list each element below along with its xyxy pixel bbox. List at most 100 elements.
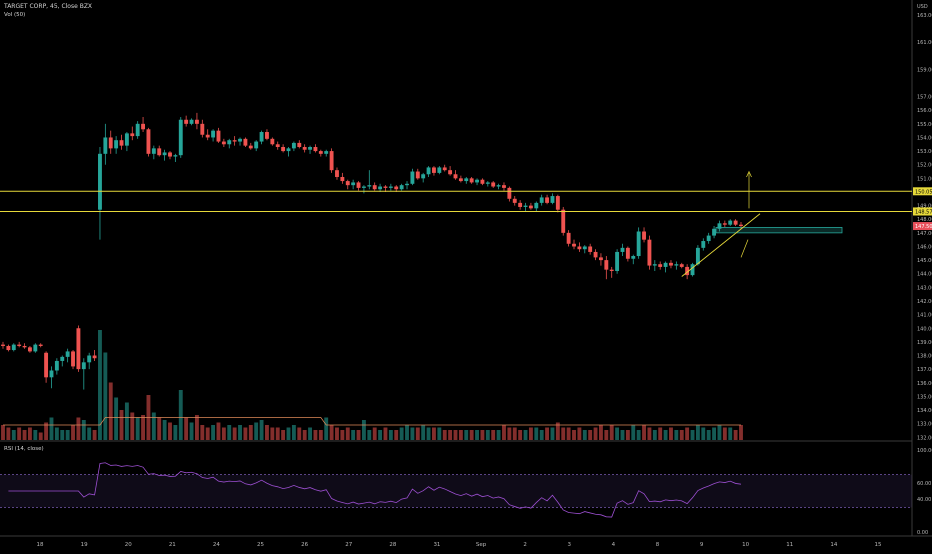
volume-bar [512,427,517,440]
volume-bar [388,430,393,440]
candle-body [130,133,135,137]
candle-body [275,144,280,148]
volume-bar [114,397,119,440]
candle-body [388,186,393,188]
volume-bar [545,427,550,440]
candle-body [248,145,253,149]
candle-body [308,147,312,150]
time-tick-label: 28 [389,542,396,548]
candle-body [706,235,711,242]
candle-body [335,170,339,177]
volume-bar [27,427,32,440]
volume-bar [437,427,442,440]
volume-bar [124,402,129,440]
volume-bar [227,425,232,440]
volume-bar [135,417,140,440]
volume-bar [141,415,145,440]
candle-body [394,186,399,190]
candle-body [124,133,129,146]
candle-body [523,205,528,207]
candle-body [297,142,302,148]
price-label-text: 148.57 [915,209,932,215]
candle-body [690,264,695,276]
rsi-band [0,474,912,508]
candle-body [604,260,609,270]
candle-body [238,138,242,142]
volume-bar [33,430,38,440]
volume-bar [383,427,388,440]
candle-body [588,246,593,252]
price-tick-label: 156.00 [917,108,932,114]
candle-body [712,228,717,236]
candle-body [405,183,409,186]
price-label-box [913,187,932,196]
candle-body [184,119,189,124]
volume-bar [361,420,366,440]
volume-bar [54,427,59,440]
candle-body [98,153,102,210]
candle-body [480,179,485,184]
time-tick-label: 31 [433,542,440,548]
volume-bar [189,422,194,440]
volume-bar [1,425,5,440]
volume-bar [281,430,286,440]
volume-bar [625,430,630,440]
candle-body [302,147,307,150]
candle-body [491,182,496,187]
time-tick-label: 19 [81,542,88,548]
candle-body [27,347,32,352]
candle-body [717,223,722,229]
volume-bar [238,425,242,440]
candle-body [695,247,700,265]
support-zone [715,227,843,234]
price-tick-label: 149.00 [917,204,932,210]
volume-bar [211,425,216,440]
volume-label: Vol (50) [4,12,26,18]
candle-body [512,198,517,203]
candle-body [259,132,264,142]
candle-body [550,196,555,203]
candle-body [372,185,377,190]
candle-body [270,138,275,145]
volume-bar [60,430,65,440]
volume-bar [71,425,75,440]
volume-bar [588,430,593,440]
time-tick-label: 11 [786,542,793,548]
volume-bar [22,430,27,440]
volume-bar [345,427,350,440]
volume-ma-line [3,417,741,426]
candle-body [631,256,636,259]
candle-body [6,345,11,351]
volume-bar [76,417,81,440]
candle-body [157,148,162,156]
volume-bar [582,430,587,440]
candle-body [636,231,641,257]
candle-body [119,140,124,146]
candle-body [60,356,65,361]
candle-body [367,185,372,187]
candle-body [528,205,533,209]
volume-bar [151,412,156,440]
volume-bar [200,425,205,440]
volume-bar [372,427,377,440]
volume-bar [378,430,383,440]
candle-body [194,119,199,124]
candle-body [663,262,668,267]
volume-bar [119,410,124,440]
candle-body [227,140,232,145]
volume-bar [620,430,625,440]
volume-bar [92,430,97,440]
volume-bar [642,425,646,440]
small-arrow [740,239,749,258]
candle-body [593,251,598,258]
price-tick-label: 148.00 [917,217,932,223]
candle-body [254,141,259,149]
price-tick-label: 142.00 [917,299,932,305]
candle-body [448,170,453,175]
volume-bar [17,427,22,440]
volume-bar [399,427,404,440]
volume-bar [308,427,312,440]
price-label-box [913,222,932,231]
candle-body [469,178,474,183]
